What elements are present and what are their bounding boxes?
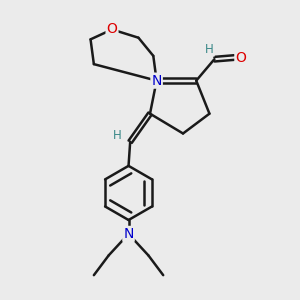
Text: N: N bbox=[152, 74, 162, 88]
Text: O: O bbox=[106, 22, 118, 37]
Text: H: H bbox=[205, 43, 214, 56]
Text: N: N bbox=[123, 227, 134, 241]
Text: H: H bbox=[113, 129, 122, 142]
Text: O: O bbox=[236, 50, 246, 64]
